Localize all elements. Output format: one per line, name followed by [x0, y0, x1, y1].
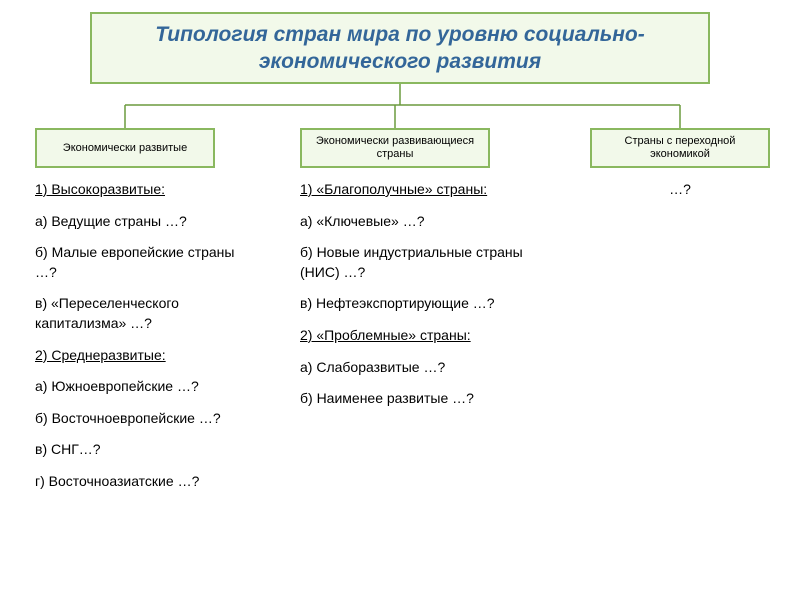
list-item: в) «Переселенческого капитализма» …? [35, 294, 260, 333]
list-item: в) Нефтеэкспортирующие …? [300, 294, 525, 314]
list-item: а) «Ключевые» …? [300, 212, 525, 232]
category-box-transition: Страны с переходной экономикой [590, 128, 770, 168]
list-item: б) Наименее развитые …? [300, 389, 525, 409]
list-item: в) СНГ…? [35, 440, 260, 460]
list-item: 1) «Благополучные» страны: [300, 180, 525, 200]
list-item: 2) «Проблемные» страны: [300, 326, 525, 346]
list-item: 1) Высокоразвитые: [35, 180, 260, 200]
column-transition: …? [590, 180, 770, 212]
category-label: Экономически развивающиеся страны [308, 135, 482, 160]
list-item: б) Новые индустриальные страны (НИС) …? [300, 243, 525, 282]
list-item: …? [590, 180, 770, 200]
category-label: Страны с переходной экономикой [598, 135, 762, 160]
list-item: 2) Среднеразвитые: [35, 346, 260, 366]
list-item: г) Восточноазиатские …? [35, 472, 260, 492]
title-box: Типология стран мира по уровню социально… [90, 12, 710, 84]
list-item: б) Малые европейские страны …? [35, 243, 260, 282]
category-label: Экономически развитые [63, 142, 187, 155]
list-item: а) Слаборазвитые …? [300, 358, 525, 378]
list-item: б) Восточноевропейские …? [35, 409, 260, 429]
title-text: Типология стран мира по уровню социально… [116, 21, 684, 76]
list-item: а) Южноевропейские …? [35, 377, 260, 397]
column-developing: 1) «Благополучные» страны: а) «Ключевые»… [300, 180, 525, 421]
list-item: а) Ведущие страны …? [35, 212, 260, 232]
column-developed: 1) Высокоразвитые: а) Ведущие страны …? … [35, 180, 260, 504]
category-box-developing: Экономически развивающиеся страны [300, 128, 490, 168]
category-box-developed: Экономически развитые [35, 128, 215, 168]
